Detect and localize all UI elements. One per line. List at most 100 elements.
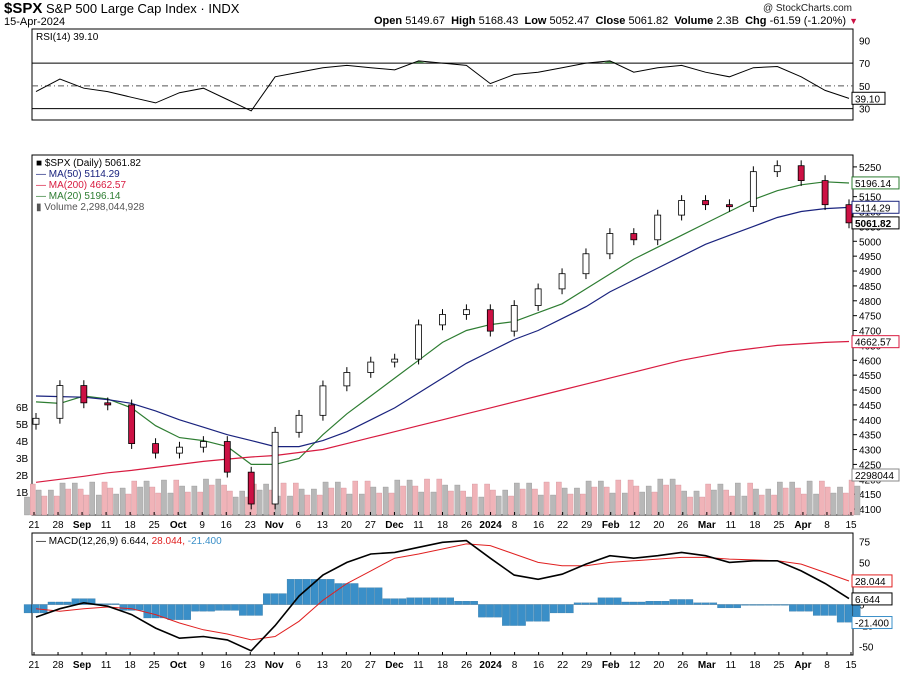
macd-histogram-bar [589,602,598,605]
macd-histogram-bar [446,597,455,605]
volume-bar [232,496,239,516]
ma50-tag-box [851,200,900,214]
macd-histogram-bar [573,602,582,605]
candle-body [439,314,446,326]
x-axis-label: 9 [199,660,205,671]
volume-bar [759,494,765,516]
price-tick-label: 4750 [859,312,882,323]
price-tick-label: 4500 [859,386,882,397]
macd-histogram-bar [669,599,678,605]
volume-tag: 2298044 [855,471,894,482]
chg-value: -61.59 (-1.20%) [769,15,846,27]
volume-bar [335,481,341,516]
volume-bar [478,496,485,516]
candle-body [176,446,183,454]
rsi-tick-label: 70 [859,59,871,70]
close-value: 5061.82 [628,15,669,27]
volume-bar [795,487,801,516]
candle-body [271,431,279,505]
x-axis-label: 23 [245,660,257,671]
volume-bar [167,492,174,516]
high-label: High [451,15,476,27]
x-axis-label: Oct [170,660,187,671]
volume-bar [454,484,461,516]
volume-bar [819,480,825,516]
volume-bar [77,488,84,516]
ma200-line [35,340,850,483]
volume-bar [161,479,167,516]
volume-bar [280,482,287,516]
x-axis-label: 11 [413,520,424,531]
volume-bar [490,489,496,516]
close-tag-box [851,216,900,230]
macd-histogram-bar [765,604,773,606]
macd-histogram-bar [781,604,789,606]
candle-body [128,404,136,444]
volume-bar [561,487,568,516]
price-tick-label: 4700 [859,327,882,338]
macd-histogram-bar [63,601,72,605]
volume-bar [364,480,371,516]
volume-bar [622,492,628,516]
price-tick-label: 4600 [859,356,882,367]
macd-histogram-bar [247,604,255,616]
macd-histogram-bar [55,601,64,605]
volume-bar [113,493,119,516]
macd-histogram-bar [374,587,383,605]
volume-bar [107,487,114,516]
ma200-tag-box [851,335,900,349]
volume-bar [550,494,556,516]
macd-histogram-bar [270,593,279,605]
ma50-tag: 5114.29 [855,203,891,214]
macd-histogram-bar [836,604,845,623]
candle-body [534,288,542,306]
macd-tick-label: -50 [859,643,874,654]
volume-bar [256,489,263,516]
macd-histogram-bar [255,604,263,616]
volume-bar [824,486,831,516]
volume-bar [221,484,227,516]
x-axis-label: 11 [726,520,737,531]
macd-histogram-bar [207,604,215,612]
candle-body [295,414,303,433]
candle-body [773,165,781,173]
volume-bar [615,479,622,516]
volume-bar [400,485,406,516]
ma20-tag: 5196.14 [855,179,892,190]
volume-bar [675,484,682,516]
volume-bar [311,488,317,516]
candle-body [247,471,255,505]
macd-histogram-bar [454,601,462,605]
macd-histogram-bar [518,604,526,626]
price-tick-label: 5150 [859,193,882,204]
x-axis-label: 8 [512,520,518,531]
volume-bar [340,487,347,516]
x-axis-label: 8 [824,660,830,671]
volume-bar [603,486,610,516]
x-axis-label: 12 [629,520,641,531]
volume-bar [813,493,819,516]
volume-bar [227,490,233,516]
volume-tick-label: 4B [16,437,29,448]
x-axis-label: 29 [581,660,593,671]
macd-histogram-bar [621,601,630,605]
volume-bar [418,491,424,516]
x-axis-label: 28 [52,520,64,531]
candle-body [463,309,470,315]
ma20-line [35,181,850,465]
volume-bar [484,483,490,516]
panel-frame-macd [31,532,854,656]
volume-bar [35,489,42,516]
macd-histogram-bar [39,604,48,614]
x-axis-label: 9 [199,520,205,531]
macd-histogram-bar [231,604,239,611]
volume-bar [495,495,502,516]
macd-histogram-bar [557,604,566,614]
x-axis-label: 15 [845,660,857,671]
volume-bar [173,479,180,516]
candle-body [558,273,566,290]
volume-bar [293,482,299,516]
macd-histogram-bar [733,604,741,609]
macd-histogram-bar [183,604,191,620]
volume-bar [370,486,377,516]
